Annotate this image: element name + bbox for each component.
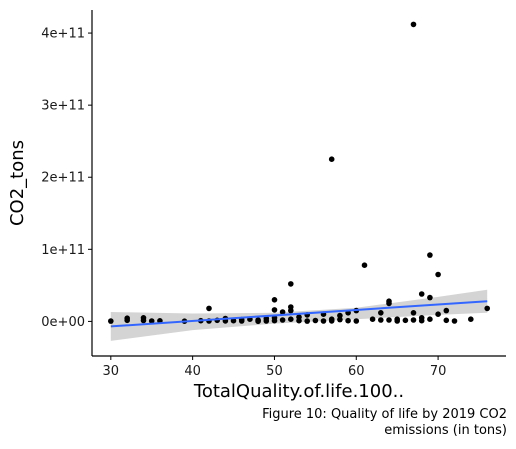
data-point [468,316,474,323]
y-tick-label: 2e+11 [41,171,85,186]
y-ticks-layer: 0e+00 1e+11 2e+11 3e+11 4e+11 [41,27,92,330]
data-point [263,315,270,322]
x-tick-label: 60 [348,364,365,379]
data-point [386,298,392,305]
data-point [427,252,433,258]
data-point [369,316,376,323]
x-tick-label: 70 [430,364,447,379]
trend-line-layer [110,300,488,328]
data-point [337,312,343,319]
data-point [288,316,294,323]
data-point [148,318,155,324]
data-point [271,317,278,324]
y-tick-label: 1e+11 [41,243,85,258]
data-point [435,271,441,278]
data-point [279,309,286,315]
data-point [418,291,425,297]
data-point [410,317,417,323]
data-point [312,317,319,324]
data-point [443,307,450,314]
data-point [443,317,450,324]
data-point [328,316,335,323]
x-axis-title: TotalQuality.of.life.100.. [193,381,404,402]
data-point [108,318,114,324]
data-point [124,315,130,322]
data-point [402,317,409,324]
data-point [140,315,147,321]
figure-caption: Figure 10: Quality of life by 2019 CO2 e… [262,407,507,438]
y-tick-label: 0e+00 [41,315,85,330]
data-point [288,307,294,314]
data-point [320,318,327,324]
data-point [378,310,384,316]
data-point [378,317,384,323]
data-point [328,156,335,162]
y-tick-label: 4e+11 [41,27,85,42]
data-point [484,305,491,312]
data-point [386,317,392,323]
data-point [255,317,261,323]
y-axis-title: CO2_tons [7,140,28,226]
x-tick-label: 30 [103,364,120,379]
x-ticks-layer: 30 40 50 60 70 [103,356,447,379]
data-point [345,317,351,324]
data-points-layer [108,21,491,325]
x-tick-label: 50 [266,364,283,379]
data-point [271,307,278,313]
data-point [353,318,360,324]
data-point [279,317,286,323]
data-point [394,316,401,323]
y-tick-label: 3e+11 [41,99,85,114]
data-point [304,318,311,324]
data-point [361,262,368,269]
data-point [296,314,302,320]
data-point [288,281,294,287]
data-point [451,318,458,324]
data-point [206,305,212,312]
data-point [271,297,278,303]
data-point [418,317,425,324]
data-point [230,317,237,324]
data-point [337,316,343,323]
data-point [410,21,417,28]
data-point [435,311,441,318]
data-point [427,294,433,301]
data-point [427,316,433,323]
trend-line [110,300,488,328]
x-tick-label: 40 [184,364,201,379]
data-point [410,310,417,316]
